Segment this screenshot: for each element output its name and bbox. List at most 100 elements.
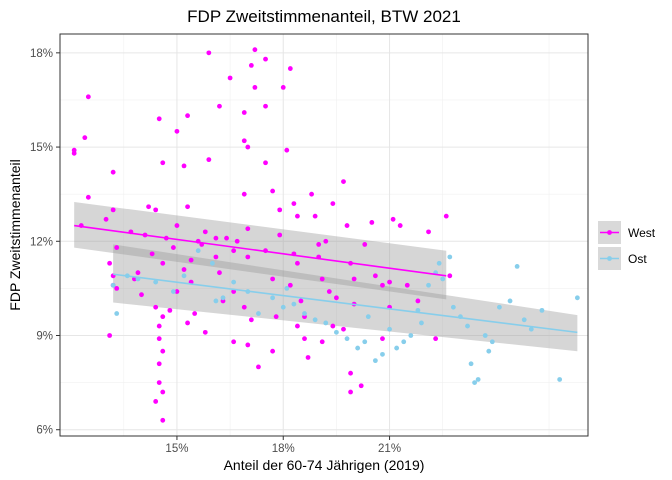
point-ost <box>195 248 201 254</box>
point-west <box>114 285 120 291</box>
point-west <box>372 273 378 279</box>
point-west <box>252 84 258 90</box>
point-ost <box>468 361 474 367</box>
point-west <box>397 223 403 228</box>
point-west <box>433 336 439 342</box>
y-tick-label: 12% <box>30 236 53 248</box>
trend-line-west <box>74 224 447 277</box>
point-west <box>153 399 159 404</box>
point-ost <box>302 311 307 316</box>
point-ost <box>426 282 431 288</box>
point-west <box>110 169 116 175</box>
point-west <box>213 235 219 241</box>
point-ost <box>401 339 407 345</box>
point-west <box>334 295 339 301</box>
point-west <box>298 298 304 304</box>
point-west <box>107 260 113 266</box>
point-west <box>270 348 276 354</box>
point-west <box>185 320 190 326</box>
x-tick-label: 18% <box>272 443 295 455</box>
point-west <box>202 329 208 335</box>
point-west <box>245 144 251 150</box>
point-west <box>156 380 162 386</box>
point-west <box>295 213 300 219</box>
point-west <box>415 298 421 304</box>
legend-key-point <box>607 230 612 235</box>
point-west <box>110 207 116 213</box>
point-west <box>153 304 159 310</box>
confidence-band-ost <box>113 244 578 352</box>
point-west <box>245 254 251 260</box>
point-west <box>443 213 449 219</box>
point-ost <box>475 377 481 382</box>
point-west <box>280 84 286 90</box>
point-west <box>348 370 353 376</box>
point-west <box>160 314 166 320</box>
point-ost <box>291 301 297 307</box>
point-west <box>149 251 155 257</box>
point-west <box>305 355 311 360</box>
point-west <box>217 270 222 276</box>
point-west <box>85 94 91 100</box>
legend-key-point <box>607 256 612 261</box>
point-west <box>202 229 208 235</box>
point-west <box>206 50 212 56</box>
point-ost <box>436 260 442 266</box>
point-west <box>291 201 297 206</box>
point-west <box>380 282 385 288</box>
point-west <box>160 160 166 166</box>
point-west <box>160 348 166 354</box>
point-west <box>139 292 144 298</box>
trend-lines <box>74 224 578 334</box>
point-west <box>277 232 283 238</box>
point-west <box>362 242 368 247</box>
point-ost <box>557 377 563 382</box>
point-ost <box>334 329 339 335</box>
y-tick-label: 15% <box>30 142 53 154</box>
point-west <box>369 220 375 225</box>
point-ost <box>528 326 534 332</box>
point-west <box>390 216 396 222</box>
point-west <box>245 342 251 348</box>
point-ost <box>387 326 392 332</box>
point-west <box>447 273 453 279</box>
point-ost <box>323 320 329 326</box>
point-west <box>241 304 247 310</box>
point-west <box>156 361 162 367</box>
point-west <box>217 103 222 109</box>
point-west <box>181 267 187 272</box>
legend: West Ost <box>598 221 656 270</box>
point-ost <box>380 351 385 357</box>
point-west <box>330 201 336 206</box>
point-ost <box>521 317 527 323</box>
point-west <box>341 326 346 332</box>
point-west <box>287 66 293 71</box>
point-west <box>156 323 162 329</box>
point-west <box>231 248 237 254</box>
point-west <box>103 216 109 222</box>
point-ost <box>231 279 237 285</box>
point-west <box>156 336 162 342</box>
point-west <box>295 323 300 329</box>
point-ost <box>574 295 580 301</box>
point-west <box>316 242 322 247</box>
point-ost <box>220 295 226 301</box>
x-tick-label: 15% <box>165 443 188 455</box>
point-ost <box>110 282 116 288</box>
point-west <box>188 257 194 263</box>
point-ost <box>440 276 446 282</box>
point-west <box>156 116 162 122</box>
plot-border <box>59 33 589 437</box>
point-west <box>227 75 233 81</box>
point-west <box>146 204 151 210</box>
point-west <box>341 179 346 185</box>
point-ost <box>362 339 368 345</box>
point-west <box>231 289 237 294</box>
point-west <box>241 191 247 197</box>
point-west <box>263 56 268 62</box>
point-ost <box>344 336 350 342</box>
point-ost <box>365 314 371 320</box>
point-west <box>174 289 180 294</box>
point-west <box>85 194 91 200</box>
